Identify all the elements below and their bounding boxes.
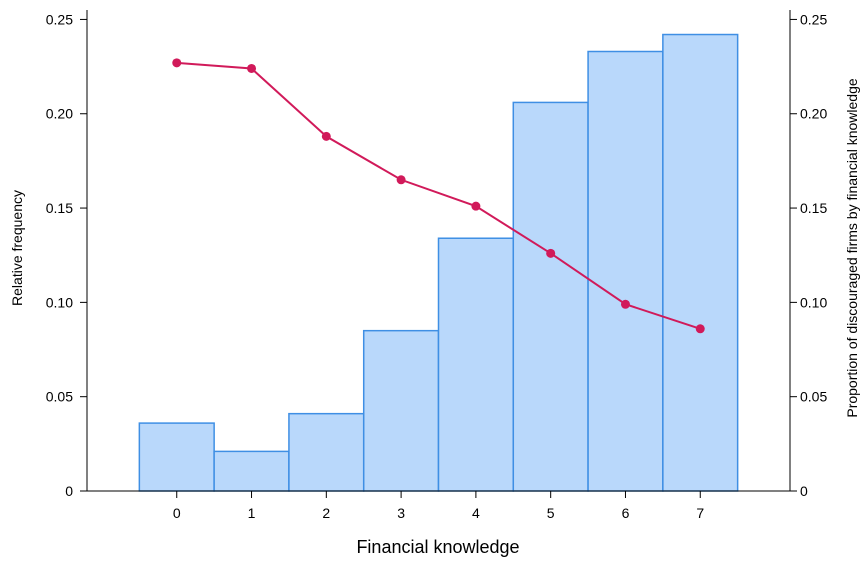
bar-0 bbox=[138, 422, 215, 492]
y-tick-label: 0.10 bbox=[46, 294, 73, 310]
x-tick-label: 0 bbox=[173, 505, 181, 521]
line-point-6 bbox=[620, 299, 630, 309]
line-layer bbox=[172, 58, 705, 334]
discouraged-line bbox=[176, 61, 701, 330]
x-tick-label: 3 bbox=[397, 505, 405, 521]
y2-tick-label: 0 bbox=[800, 483, 808, 499]
y-tick-label: 0 bbox=[65, 483, 73, 499]
x-tick-label: 5 bbox=[547, 505, 555, 521]
bar-1 bbox=[213, 450, 290, 492]
line-point-5 bbox=[546, 248, 556, 258]
y2-tick-label: 0.15 bbox=[800, 200, 827, 216]
bar-6 bbox=[587, 50, 664, 492]
y-tick-label: 0.05 bbox=[46, 389, 73, 405]
bar-5 bbox=[512, 101, 589, 492]
y-tick-label: 0.15 bbox=[46, 200, 73, 216]
bar-7 bbox=[662, 33, 739, 492]
line-point-3 bbox=[396, 175, 406, 185]
line-point-2 bbox=[321, 131, 331, 141]
axes-layer bbox=[86, 10, 791, 492]
y2-tick-label: 0.05 bbox=[800, 389, 827, 405]
y2-axis-title: Proportion of discouraged firms by finan… bbox=[844, 78, 860, 418]
line-point-7 bbox=[695, 324, 705, 334]
line-point-0 bbox=[172, 58, 182, 68]
bar-2 bbox=[288, 412, 365, 492]
bar-3 bbox=[362, 329, 440, 492]
line-point-1 bbox=[247, 63, 257, 73]
x-tick-label: 4 bbox=[472, 505, 480, 521]
y-tick-label: 0.20 bbox=[46, 106, 73, 122]
y2-tick-label: 0.25 bbox=[800, 11, 827, 27]
bar-4 bbox=[437, 237, 515, 492]
x-axis-title: Financial knowledge bbox=[356, 537, 519, 557]
ticks-layer: 0 0.05 0.10 0.15 0.20 0.25 0 0.05 0.10 0.15 0.20 0.… bbox=[46, 11, 828, 521]
x-tick-label: 2 bbox=[322, 505, 330, 521]
y2-tick-label: 0.20 bbox=[800, 106, 827, 122]
bars-layer bbox=[138, 33, 739, 492]
line-point-4 bbox=[471, 201, 481, 211]
x-tick-label: 7 bbox=[696, 505, 704, 521]
y2-tick-label: 0.10 bbox=[800, 294, 827, 310]
y-tick-label: 0.25 bbox=[46, 11, 73, 27]
y-axis-title: Relative frequency bbox=[9, 190, 25, 306]
x-tick-label: 1 bbox=[248, 505, 256, 521]
x-tick-label: 6 bbox=[622, 505, 630, 521]
